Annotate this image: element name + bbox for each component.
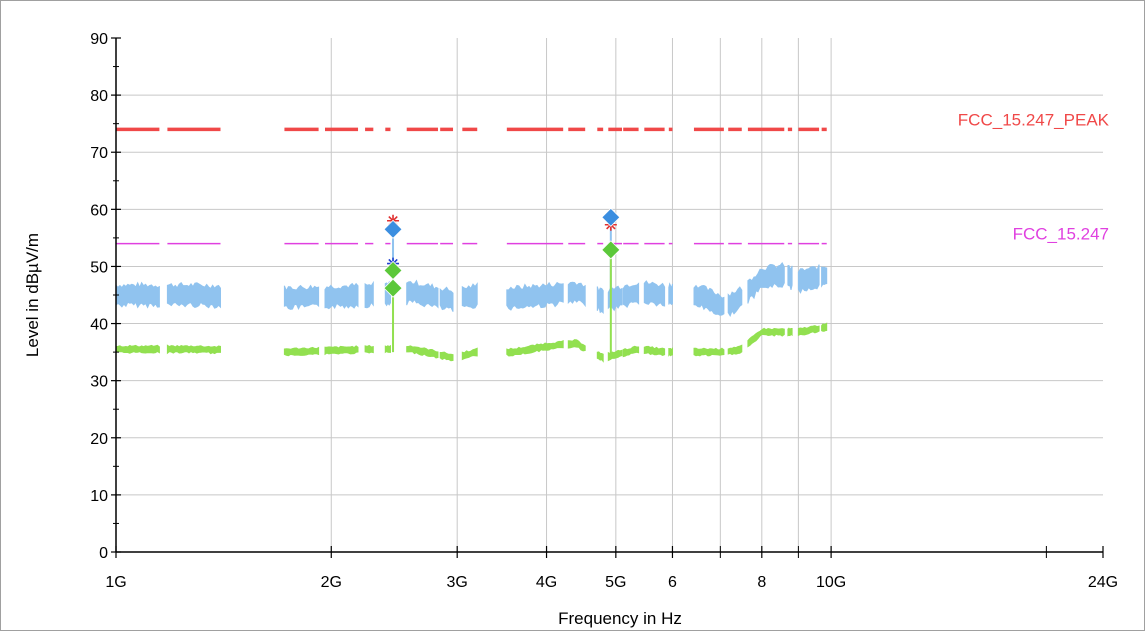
x-tick-label: 5G bbox=[605, 574, 626, 591]
peak-trace-segment bbox=[747, 262, 785, 304]
average-trace-segment bbox=[115, 344, 160, 354]
average-trace-segment bbox=[727, 344, 743, 356]
y-tick-label: 30 bbox=[90, 374, 108, 391]
peak-trace-segment bbox=[324, 282, 359, 310]
average-trace-segment bbox=[567, 339, 586, 352]
peak-diamond-marker bbox=[383, 219, 403, 239]
y-axis-title: Level in dBµV/m bbox=[23, 233, 42, 357]
peak-trace-segment bbox=[567, 281, 586, 308]
average-trace-segment bbox=[166, 344, 221, 355]
peak-trace-segment bbox=[622, 282, 640, 309]
average-trace-segment bbox=[406, 345, 439, 359]
peak-trace-segment bbox=[821, 266, 828, 288]
x-tick-label: 6 bbox=[668, 574, 677, 591]
trace-layer bbox=[115, 220, 828, 363]
average-trace-segment bbox=[693, 347, 725, 357]
peak-trace-segment bbox=[166, 281, 221, 309]
peak-trace-segment bbox=[693, 284, 725, 316]
peak-trace-segment bbox=[506, 281, 564, 311]
average-trace-segment bbox=[747, 327, 785, 348]
y-tick-label: 70 bbox=[90, 145, 108, 162]
avg-diamond-marker bbox=[601, 240, 621, 260]
average-trace-segment bbox=[384, 344, 391, 354]
peak-trace-segment bbox=[283, 284, 320, 311]
y-tick-label: 50 bbox=[90, 259, 108, 276]
x-tick-label: 3G bbox=[447, 574, 468, 591]
peak-trace-segment bbox=[461, 282, 478, 309]
peak-trace-segment bbox=[643, 280, 666, 307]
average-trace-segment bbox=[668, 347, 673, 357]
x-tick-label: 1G bbox=[105, 574, 126, 591]
average-trace-segment bbox=[439, 351, 454, 362]
x-tick-label: 4G bbox=[536, 574, 557, 591]
peak-diamond-marker bbox=[601, 207, 621, 227]
average-trace-segment bbox=[821, 322, 828, 332]
peak-trace-segment bbox=[439, 286, 454, 312]
y-tick-label: 10 bbox=[90, 488, 108, 505]
axes: 0 10 20 30 40 50 60 70 80 90 1G 2G 3G 4G 5G 6 8 10G 24G bbox=[90, 31, 1118, 591]
peak-trace-segment bbox=[596, 286, 604, 314]
average-trace-segment bbox=[596, 351, 604, 363]
avg-diamond-marker bbox=[383, 260, 403, 281]
peak-trace-segment bbox=[797, 264, 820, 294]
y-tick-label: 0 bbox=[99, 545, 108, 562]
y-tick-label: 40 bbox=[90, 317, 108, 334]
average-trace-segment bbox=[622, 345, 640, 358]
x-tick-label: 8 bbox=[757, 574, 766, 591]
peak-trace-segment bbox=[406, 279, 439, 309]
peak-trace-segment bbox=[115, 281, 160, 309]
y-tick-label: 90 bbox=[90, 31, 108, 48]
avg-diamond-marker bbox=[383, 278, 403, 298]
average-trace-segment bbox=[506, 340, 564, 357]
x-tick-label: 2G bbox=[321, 574, 342, 591]
average-trace-segment bbox=[324, 345, 359, 356]
y-tick-label: 20 bbox=[90, 431, 108, 448]
limit-lines: FCC_15.247_PEAK FCC_15.247 bbox=[116, 110, 1110, 245]
final-markers bbox=[383, 207, 621, 298]
x-tick-label: 24G bbox=[1088, 574, 1118, 591]
average-trace-segment bbox=[283, 346, 320, 357]
peak-trace-segment bbox=[727, 286, 743, 318]
average-trace-segment bbox=[461, 347, 478, 361]
peak-trace-segment bbox=[364, 280, 374, 309]
limit-line-label: FCC_15.247_PEAK bbox=[958, 110, 1110, 129]
average-trace-segment bbox=[643, 345, 666, 356]
peak-trace-segment bbox=[787, 264, 793, 291]
average-trace-segment bbox=[787, 327, 793, 337]
limit-line-label: FCC_15.247 bbox=[1013, 225, 1109, 244]
x-axis-title: Frequency in Hz bbox=[558, 609, 682, 628]
average-trace-segment bbox=[797, 325, 820, 337]
average-trace-segment bbox=[364, 344, 374, 354]
y-tick-label: 60 bbox=[90, 202, 108, 219]
x-tick-label: 10G bbox=[816, 574, 846, 591]
y-tick-label: 80 bbox=[90, 88, 108, 105]
peak-trace-segment bbox=[668, 282, 673, 306]
